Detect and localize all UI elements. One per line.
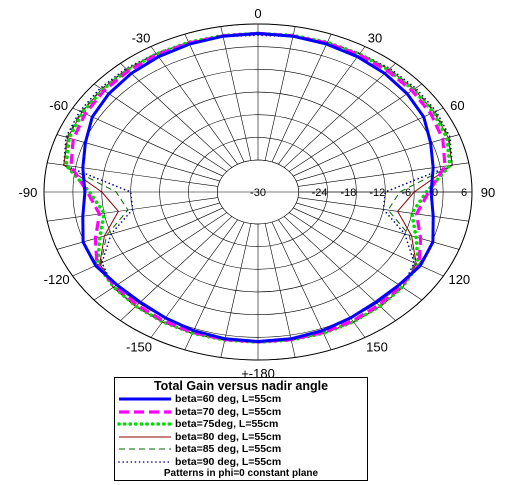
legend-swatch: [119, 397, 171, 401]
radial-tick-label: -30: [250, 187, 266, 199]
legend: Total Gain versus nadir angle beta=60 de…: [114, 377, 368, 481]
legend-swatch: [118, 460, 172, 463]
series-line: [63, 34, 453, 343]
radial-tick-label: 6: [461, 187, 467, 199]
angle-tick-label: 60: [450, 98, 464, 113]
radial-tick-label: -24: [312, 187, 328, 199]
polar-grid: [43, 23, 473, 361]
legend-entry: beta=75deg, L=55cm: [115, 418, 367, 431]
chart-subtitle: Patterns in phi=0 constant plane: [163, 468, 319, 479]
legend-label: beta=60 deg, L=55cm: [175, 393, 282, 406]
angle-tick-label: 30: [368, 31, 382, 46]
angle-tick-label: 90: [481, 185, 495, 200]
chart-title: Total Gain versus nadir angle: [153, 379, 329, 393]
legend-swatch: [117, 422, 173, 427]
legend-label: beta=85 deg, L=55cm: [175, 443, 282, 456]
angle-tick-label: -60: [49, 98, 68, 113]
legend-entries: beta=60 deg, L=55cm beta=70 deg, L=55cm be…: [115, 393, 367, 468]
radial-tick-label: 0: [432, 187, 438, 199]
legend-entry: beta=85 deg, L=55cm: [115, 443, 367, 456]
legend-entry: beta=60 deg, L=55cm: [115, 393, 367, 406]
legend-label: beta=70 deg, L=55cm: [175, 405, 282, 418]
angle-tick-label: 150: [366, 339, 388, 354]
legend-label: beta=75deg, L=55cm: [175, 418, 279, 431]
angle-tick-label: -120: [44, 272, 70, 287]
angle-tick-label: 120: [448, 272, 470, 287]
legend-swatch: [119, 448, 171, 450]
legend-label: beta=90 deg, L=55cm: [175, 455, 282, 468]
legend-entry: beta=80 deg, L=55cm: [115, 431, 367, 444]
angle-tick-label: 0: [254, 6, 261, 21]
radial-tick-label: -6: [401, 187, 411, 199]
radial-tick-label: -18: [340, 187, 356, 199]
legend-label: beta=80 deg, L=55cm: [175, 430, 282, 443]
legend-swatch: [119, 436, 171, 438]
series-layer: [63, 31, 453, 344]
angle-tick-label: -90: [19, 185, 38, 200]
legend-entry: beta=70 deg, L=55cm: [115, 406, 367, 419]
angle-tick-label: +-180: [241, 366, 275, 380]
series-line: [81, 31, 435, 343]
angle-tick-label: -30: [132, 31, 151, 46]
radial-tick-label: -12: [369, 187, 385, 199]
angle-tick-label: -150: [126, 339, 152, 354]
legend-entry: beta=90 deg, L=55cm: [115, 456, 367, 469]
legend-swatch: [119, 410, 171, 414]
